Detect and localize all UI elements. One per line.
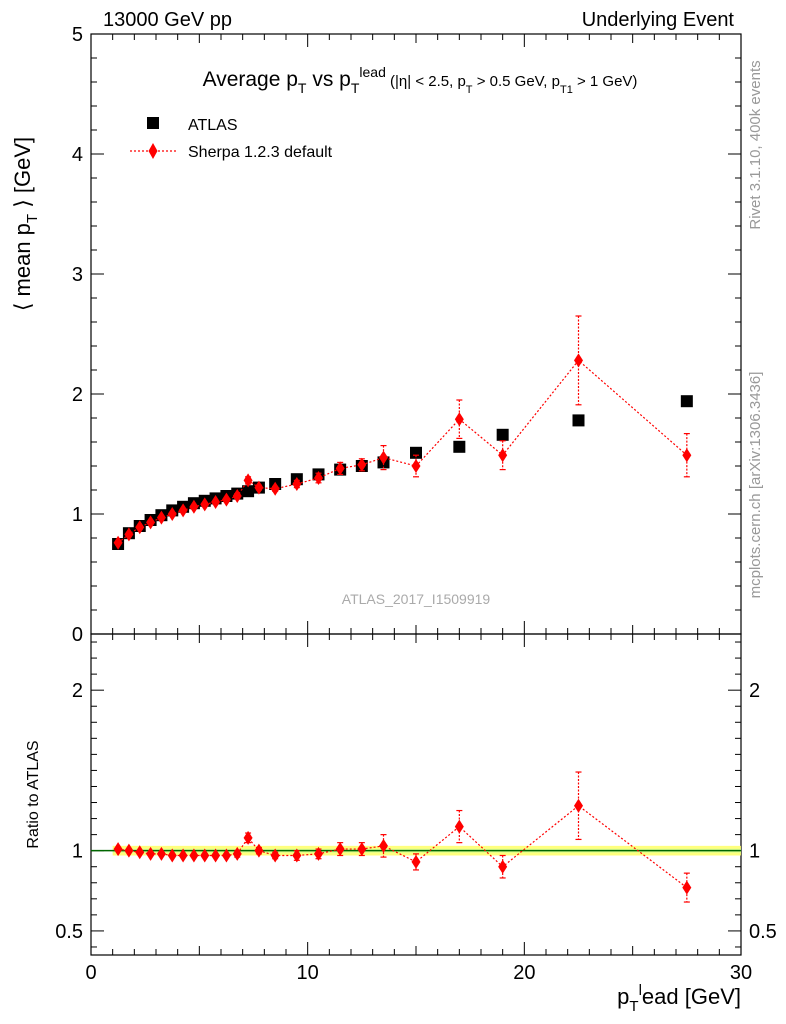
sherpa-data-point [221,492,231,507]
sherpa-data-point [113,535,123,550]
sherpa-data-point [335,461,345,476]
sherpa-data-point [254,480,264,495]
ratio-sherpa-point [200,848,210,863]
sherpa-data-point [243,473,253,488]
legend-atlas-marker [147,117,159,129]
main-y-tick-label: 2 [72,384,83,406]
sherpa-data-point [574,353,583,368]
atlas-data-point [453,440,466,453]
chart-title: Average pT vs pTlead (|η| < 2.5, pT > 0.… [203,64,638,96]
rivet-label: Rivet 3.1.10, 400k events [747,60,764,229]
sherpa-data-point [379,450,388,465]
sherpa-data-point [682,448,692,463]
sherpa-data-point [167,507,177,521]
legend-sherpa-marker [148,143,158,159]
sherpa-data-point [211,495,221,509]
ratio-sherpa-point [335,842,345,857]
sherpa-data-point [189,499,199,514]
ratio-sherpa-point [243,830,253,845]
x-tick-label: 30 [730,962,752,984]
header-left: 13000 GeV pp [103,9,232,31]
ratio-sherpa-point [221,848,231,863]
sherpa-data-point [200,497,210,512]
ratio-y-tick-label: 0.5 [55,921,83,943]
sherpa-data-point [232,489,242,503]
main-y-axis-label: ⟨ mean pT ⟩ [GeV] [10,137,41,311]
x-tick-label: 0 [85,962,96,984]
ratio-sherpa-point [211,848,221,863]
ratio-sherpa-point [314,846,323,861]
sherpa-data-point [292,477,302,491]
ratio-sherpa-point [292,848,302,863]
ratio-sherpa-point [454,819,464,834]
ratio-y-tick-label-right: 0.5 [749,921,777,943]
ratio-sherpa-point [498,859,508,874]
ratio-sherpa-point [113,842,123,857]
ratio-sherpa-point [124,843,134,858]
sherpa-data-point [135,520,145,535]
ratio-plot-frame [90,633,742,956]
sherpa-data-point [357,457,367,472]
sherpa-data-point [411,459,421,473]
sherpa-data-point [314,471,323,485]
ratio-sherpa-point [574,798,583,813]
ratio-sherpa-point [270,848,280,863]
ratio-sherpa-point [232,846,242,861]
ratio-y-axis-label: Ratio to ATLAS [25,740,42,848]
analysis-id: ATLAS_2017_I1509919 [342,591,491,607]
ratio-sherpa-point [156,846,166,861]
x-tick-label: 10 [297,962,319,984]
ratio-sherpa-point [357,842,367,857]
atlas-data-point [242,485,255,498]
x-tick-label: 20 [513,962,535,984]
ratio-y-tick-label: 2 [72,680,83,702]
sherpa-line [117,359,688,544]
main-y-tick-label: 1 [72,504,83,526]
ratio-sherpa-point [135,845,145,860]
sherpa-data-point [454,412,464,427]
sherpa-data-point [178,503,188,518]
ratio-y-tick-label-right: 2 [749,680,760,702]
ratio-sherpa-point [189,848,199,863]
main-y-tick-label: 3 [72,264,83,286]
ratio-sherpa-point [178,848,188,863]
main-y-tick-label: 5 [72,24,83,46]
ratio-sherpa-point [167,848,177,863]
sherpa-data-point [156,510,166,525]
ratio-sherpa-point [146,846,156,861]
main-y-tick-label: 4 [72,144,83,166]
ratio-y-tick-label: 1 [72,841,83,863]
atlas-data-point [496,428,509,441]
atlas-data-point [572,414,585,427]
header-right: Underlying Event [581,9,734,31]
ratio-sherpa-point [379,838,388,853]
mcplots-label: mcplots.cern.ch [arXiv:1306.3436] [747,372,764,599]
sherpa-data-point [270,481,280,496]
x-axis-label: pTlead [GeV] [617,982,741,1015]
ratio-sherpa-point [682,880,692,895]
ratio-sherpa-point [254,843,264,858]
ratio-y-tick-label-right: 1 [749,841,760,863]
atlas-data-point [680,395,693,408]
legend-atlas-label: ATLAS [188,117,238,134]
ratio-sherpa-point [411,854,421,869]
sherpa-data-point [498,448,508,463]
main-y-tick-label: 0 [72,624,83,646]
legend-sherpa-label: Sherpa 1.2.3 default [188,144,333,161]
sherpa-data-point [124,527,134,542]
sherpa-data-point [146,515,156,530]
